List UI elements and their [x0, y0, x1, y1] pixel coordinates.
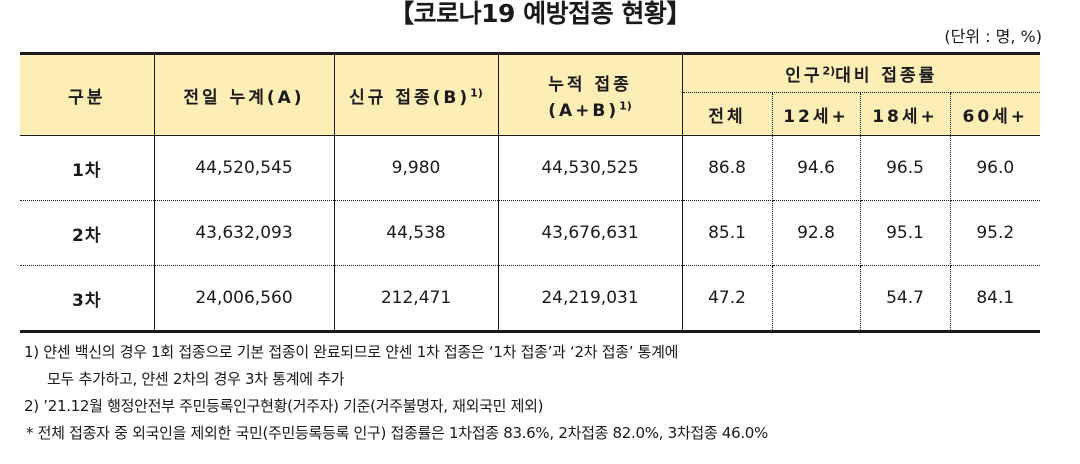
cell-rate-12: 94.6 — [772, 135, 861, 201]
header-pop-sup: 2) — [822, 64, 836, 78]
header-pop-prefix: 인구 — [785, 66, 823, 86]
footnote-1-line2: 모두 추가하고, 얀센 2차의 경우 3차 통계에 추가 — [47, 370, 345, 388]
cell-new: 44,538 — [334, 200, 499, 266]
header-population-rate: 인구2)대비 접종률 — [682, 52, 1041, 93]
header-category: 구분 — [20, 52, 155, 136]
table-row: 2차 43,632,093 44,538 43,676,631 85.1 92.… — [20, 200, 1041, 266]
cell-cumulative: 44,530,525 — [498, 135, 683, 201]
header-new-label: 신규 접종(B) — [349, 87, 471, 108]
header-prev-total: 전일 누계(A) — [154, 52, 335, 136]
cell-prev-total: 44,520,545 — [154, 135, 335, 201]
table-row: 1차 44,520,545 9,980 44,530,525 86.8 94.6… — [20, 135, 1041, 201]
header-cumulative-sup: 1) — [619, 98, 632, 112]
vaccination-table: 구분 전일 누계(A) 신규 접종(B)1) 누적 접종 (A+B)1) 인구2… — [20, 52, 1041, 333]
row-label: 3차 — [20, 265, 155, 333]
cell-rate-18: 54.7 — [860, 265, 951, 333]
header-sub-60: 60세+ — [950, 92, 1041, 136]
cell-total-rate: 86.8 — [682, 135, 773, 201]
header-cumulative: 누적 접종 (A+B)1) — [498, 52, 683, 136]
unit-label: (단위 : 명, %) — [944, 27, 1042, 46]
cell-total-rate: 85.1 — [682, 200, 773, 266]
cell-cumulative: 43,676,631 — [498, 200, 683, 266]
cell-rate-12 — [772, 265, 861, 333]
cell-prev-total: 43,632,093 — [154, 200, 335, 266]
cell-rate-60: 95.2 — [950, 200, 1041, 266]
cell-cumulative: 24,219,031 — [498, 265, 683, 333]
cell-rate-60: 96.0 — [950, 135, 1041, 201]
cell-rate-12: 92.8 — [772, 200, 861, 266]
cell-rate-60: 84.1 — [950, 265, 1041, 333]
cell-new: 9,980 — [334, 135, 499, 201]
header-sub-18: 18세+ — [860, 92, 951, 136]
footnote-1-line1: 1) 얀센 백신의 경우 1회 접종으로 기본 접종이 완료되므로 얀센 1차 … — [24, 343, 679, 361]
header-pop-suffix: 대비 접종률 — [835, 66, 938, 86]
header-cumulative-line1: 누적 접종 — [548, 74, 632, 95]
header-new-sup: 1) — [470, 85, 483, 99]
row-label: 1차 — [20, 135, 155, 201]
cell-rate-18: 95.1 — [860, 200, 951, 266]
footnote-star: * 전체 접종자 중 외국인을 제외한 국민(주민등록등록 인구) 접종률은 1… — [26, 424, 768, 442]
cell-rate-18: 96.5 — [860, 135, 951, 201]
cell-new: 212,471 — [334, 265, 499, 333]
header-new: 신규 접종(B)1) — [334, 52, 499, 136]
row-label: 2차 — [20, 200, 155, 266]
header-cumulative-line2: (A+B) — [548, 100, 620, 121]
cell-total-rate: 47.2 — [682, 265, 773, 333]
cell-prev-total: 24,006,560 — [154, 265, 335, 333]
footnote-2: 2) ’21.12월 행정안전부 주민등록인구현황(거주자) 기준(거주불명자,… — [24, 397, 544, 415]
table-row: 3차 24,006,560 212,471 24,219,031 47.2 54… — [20, 265, 1041, 333]
header-sub-12: 12세+ — [772, 92, 861, 136]
footnotes: 1) 얀센 백신의 경우 1회 접종으로 기본 접종이 완료되므로 얀센 1차 … — [24, 339, 768, 447]
header-sub-total: 전체 — [682, 92, 773, 136]
page-title: 【코로나19 예방접종 현황】 — [389, 0, 691, 28]
